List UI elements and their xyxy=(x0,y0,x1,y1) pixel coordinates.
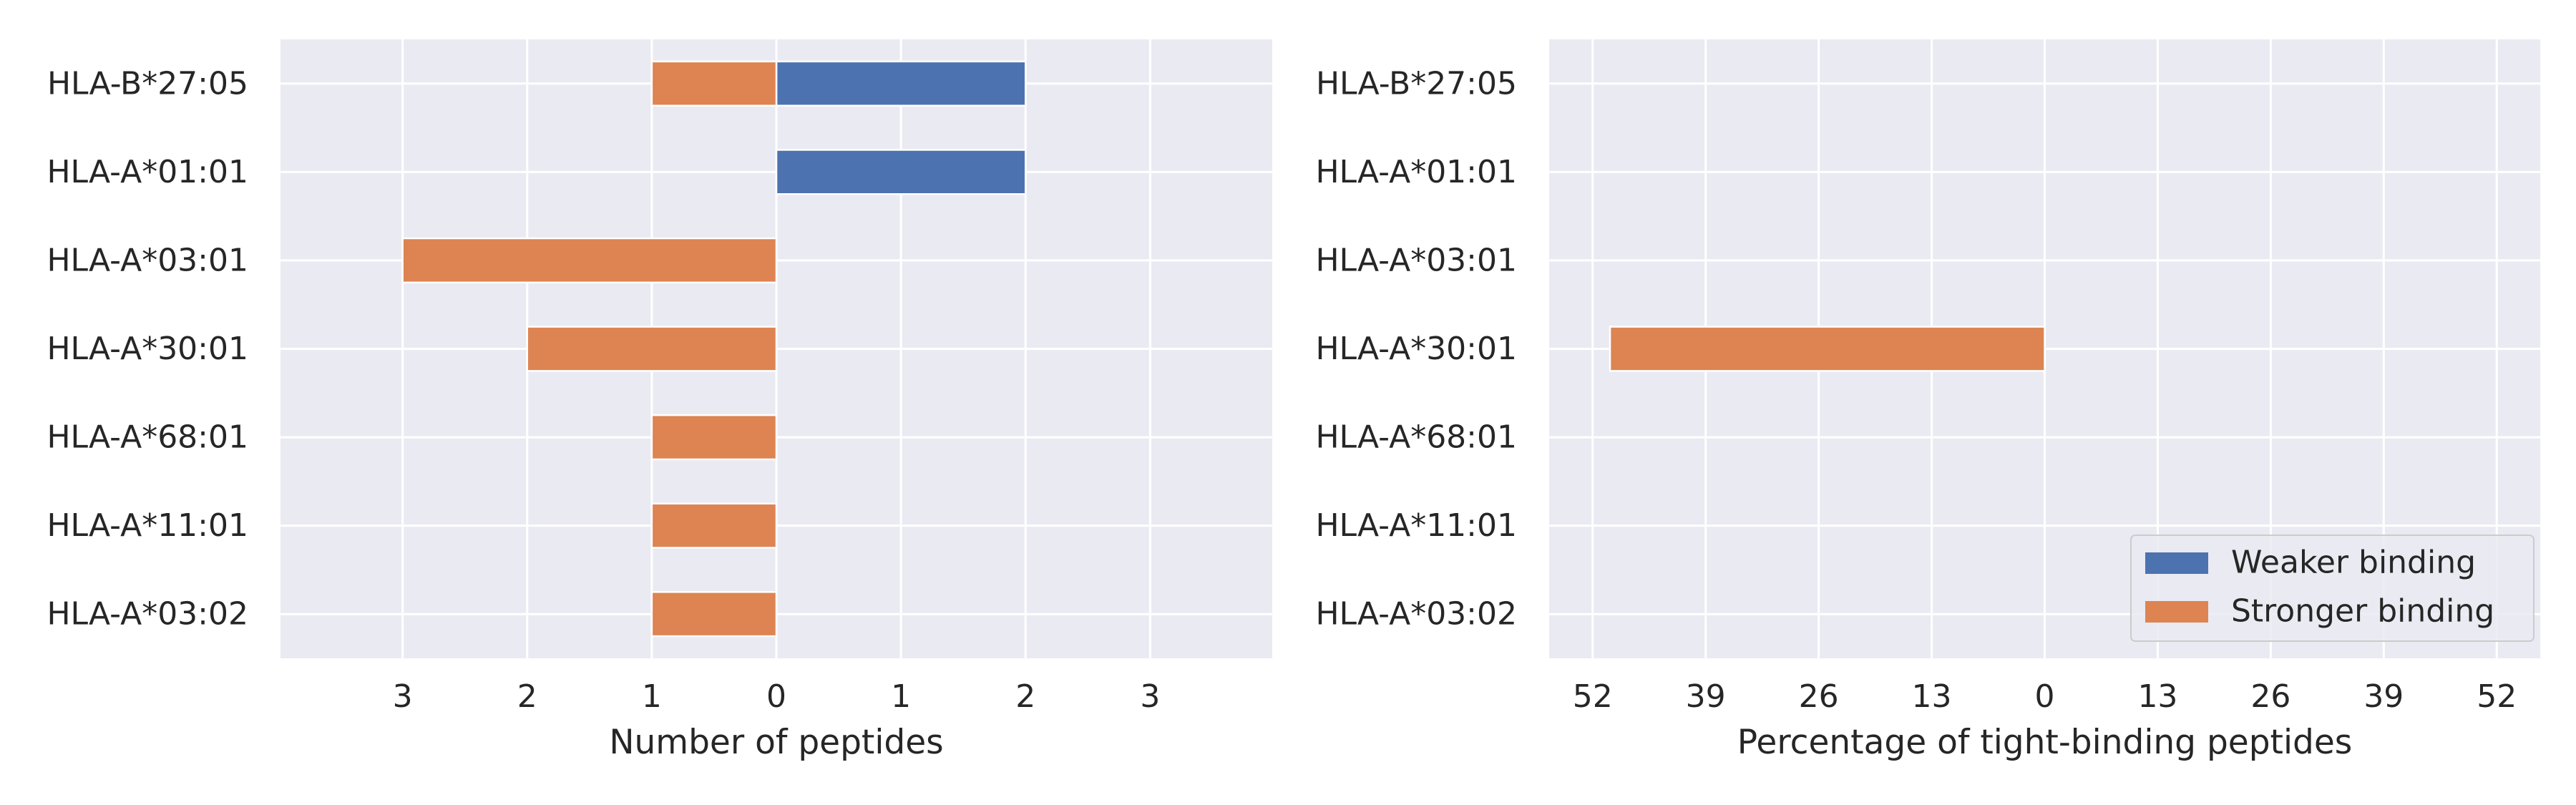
right-y-tick-label: HLA-A*30:01 xyxy=(1315,331,1517,367)
right-x-tick-label: 52 xyxy=(2477,678,2517,715)
right-y-tick-label: HLA-A*68:01 xyxy=(1315,419,1517,456)
left-panel: HLA-B*27:05 HLA-A*01:01 HLA-A*03:01 HLA-A*3… xyxy=(47,39,1272,762)
right-x-tick-label: 39 xyxy=(1686,678,1726,715)
left-bar-stronger xyxy=(650,591,778,638)
right-x-tick-label: 26 xyxy=(1799,678,1839,715)
right-y-tick-label: HLA-A*01:01 xyxy=(1315,154,1517,190)
right-y-tick-label: HLA-A*03:01 xyxy=(1315,242,1517,278)
right-x-tick-label: 26 xyxy=(2250,678,2290,715)
right-y-tick-label: HLA-A*11:01 xyxy=(1315,507,1517,544)
right-x-axis-label: Percentage of tight-binding peptides xyxy=(1737,723,2353,762)
right-y-tick-label: HLA-A*03:02 xyxy=(1315,596,1517,633)
right-bar-stronger xyxy=(1609,326,2046,372)
left-x-tick-label: 3 xyxy=(393,678,413,715)
left-y-tick-label: HLA-A*03:02 xyxy=(47,596,248,633)
legend-box xyxy=(2130,535,2534,642)
left-bar-stronger xyxy=(401,237,778,284)
right-x-tick-label: 0 xyxy=(2035,678,2055,715)
left-x-tick-label: 3 xyxy=(1140,678,1160,715)
right-x-tick-label: 52 xyxy=(1573,678,1613,715)
left-x-tick-label: 1 xyxy=(891,678,911,715)
legend-label: Stronger binding xyxy=(2231,593,2494,630)
left-x-tick-label: 2 xyxy=(1015,678,1035,715)
left-y-tick-label: HLA-A*03:01 xyxy=(47,242,248,278)
right-y-tick-label: HLA-B*27:05 xyxy=(1316,65,1517,102)
left-bar-stronger xyxy=(650,414,778,461)
right-panel: HLA-B*27:05 HLA-A*01:01 HLA-A*03:01 HLA-A*3… xyxy=(1315,39,2540,762)
left-y-tick-label: HLA-A*30:01 xyxy=(47,331,248,367)
left-bar-weaker xyxy=(775,60,1027,107)
legend-swatch xyxy=(2145,601,2208,623)
legend-label: Weaker binding xyxy=(2231,545,2476,581)
left-bar-stronger xyxy=(526,326,778,372)
left-y-tick-label: HLA-A*01:01 xyxy=(47,154,248,190)
right-x-tick-label: 13 xyxy=(2137,678,2177,715)
left-bar-weaker xyxy=(775,149,1027,195)
left-y-tick-label: HLA-A*68:01 xyxy=(47,419,248,456)
right-x-tick-label: 39 xyxy=(2363,678,2404,715)
legend: Weaker binding Stronger binding xyxy=(2130,535,2534,642)
left-bar-stronger xyxy=(650,502,778,549)
left-x-tick-label: 2 xyxy=(517,678,537,715)
left-x-axis-label: Number of peptides xyxy=(609,723,943,762)
left-bar-stronger xyxy=(650,60,778,107)
legend-swatch xyxy=(2145,552,2208,574)
left-y-tick-label: HLA-A*11:01 xyxy=(47,507,248,544)
left-x-tick-label: 0 xyxy=(766,678,786,715)
right-x-tick-label: 13 xyxy=(1912,678,1952,715)
left-y-tick-label: HLA-B*27:05 xyxy=(47,65,248,102)
left-x-tick-label: 1 xyxy=(642,678,662,715)
